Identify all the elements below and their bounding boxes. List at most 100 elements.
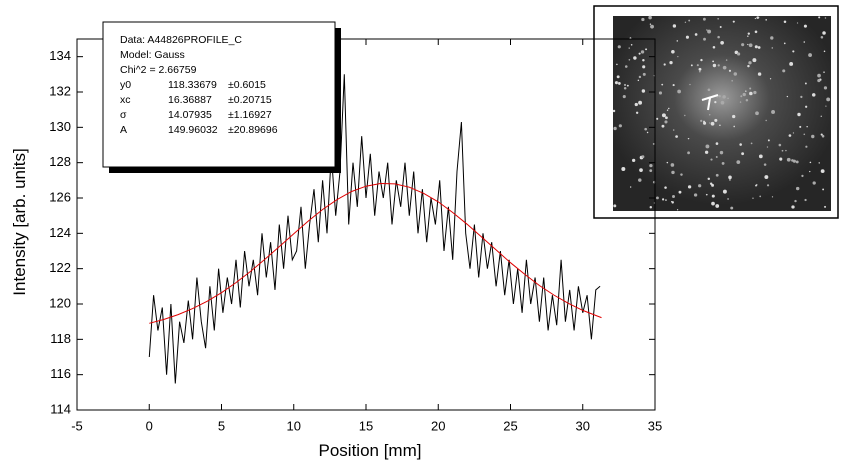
speckle: [778, 143, 782, 147]
speckle: [786, 95, 789, 98]
speckle: [711, 194, 715, 198]
speckle: [716, 96, 718, 98]
speckle: [709, 114, 711, 116]
speckle: [766, 184, 770, 187]
speckle: [675, 135, 678, 138]
speckle: [820, 115, 822, 117]
speckle: [637, 79, 640, 82]
speckle: [707, 177, 711, 181]
speckle: [809, 161, 812, 164]
speckle: [736, 52, 741, 56]
speckle: [632, 158, 636, 162]
speckle: [818, 162, 820, 164]
x-tick-label: 5: [218, 418, 225, 433]
speckle: [641, 89, 646, 93]
speckle: [783, 20, 787, 23]
speckle: [720, 40, 724, 45]
speckle: [791, 205, 795, 209]
speckle: [638, 52, 641, 55]
speckle: [706, 29, 708, 31]
speckle: [705, 144, 710, 149]
speckle: [745, 90, 747, 92]
y-tick-label: 122: [49, 260, 71, 275]
speckle: [792, 132, 795, 134]
speckle: [754, 17, 756, 20]
speckle: [613, 204, 617, 208]
speckle: [803, 133, 806, 136]
speckle: [710, 158, 713, 161]
speckle: [820, 133, 823, 136]
speckle: [820, 169, 825, 174]
speckle: [733, 125, 735, 128]
speckle: [672, 195, 676, 199]
speckle: [756, 16, 759, 19]
speckle: [739, 143, 742, 146]
speckle: [638, 100, 643, 105]
speckle: [821, 134, 825, 138]
speckle: [634, 102, 638, 107]
speckle: [707, 88, 711, 92]
x-axis-label: Position [mm]: [319, 441, 422, 460]
speckle: [728, 69, 732, 72]
speckle: [662, 198, 665, 201]
speckle: [823, 86, 828, 90]
inset-photo: [613, 16, 831, 211]
speckle: [715, 173, 719, 177]
speckle: [665, 116, 668, 120]
speckle: [646, 131, 649, 134]
speckle: [664, 186, 667, 189]
speckle: [717, 35, 720, 39]
speckle: [641, 17, 645, 22]
fit-line: [149, 182, 602, 324]
y-tick-label: 126: [49, 189, 71, 204]
fit-box-cell: 16.36887: [168, 94, 212, 106]
y-axis-label: Intensity [arb. units]: [10, 148, 29, 295]
y-tick-label: 128: [49, 154, 71, 169]
speckle: [712, 45, 716, 49]
speckle: [633, 56, 637, 60]
fit-box-cell: ±0.6015: [228, 79, 266, 91]
speckle: [763, 163, 767, 166]
speckle: [641, 155, 645, 159]
speckle: [645, 48, 648, 51]
speckle: [710, 121, 715, 126]
speckle: [766, 146, 769, 148]
speckle: [753, 90, 757, 95]
speckle: [805, 105, 808, 108]
speckle: [658, 91, 663, 95]
speckle: [741, 152, 745, 156]
speckle: [714, 100, 717, 104]
speckle: [669, 61, 673, 65]
speckle: [648, 15, 652, 20]
speckle: [638, 75, 642, 79]
speckle: [750, 142, 753, 145]
fit-box-cell: 14.07935: [168, 109, 212, 121]
speckle: [718, 94, 721, 98]
speckle: [649, 206, 653, 209]
speckle: [799, 125, 802, 128]
speckle: [672, 24, 677, 28]
speckle: [822, 31, 826, 35]
x-tick-label: 20: [431, 418, 445, 433]
speckle: [685, 35, 689, 39]
speckle: [742, 92, 746, 97]
speckle: [796, 22, 799, 24]
speckle: [702, 17, 706, 21]
speckle: [785, 149, 787, 152]
y-tick-label: 114: [50, 401, 71, 416]
speckle: [747, 32, 750, 35]
speckle: [817, 79, 821, 83]
speckle: [824, 205, 827, 208]
speckle: [656, 117, 659, 120]
speckle: [758, 154, 763, 159]
speckle: [635, 111, 639, 114]
speckle: [717, 64, 720, 67]
x-tick-label: 25: [503, 418, 517, 433]
speckle: [715, 204, 720, 208]
speckle: [665, 199, 667, 202]
speckle: [749, 87, 752, 90]
speckle: [624, 65, 628, 68]
speckle: [747, 64, 750, 68]
speckle: [617, 45, 621, 49]
